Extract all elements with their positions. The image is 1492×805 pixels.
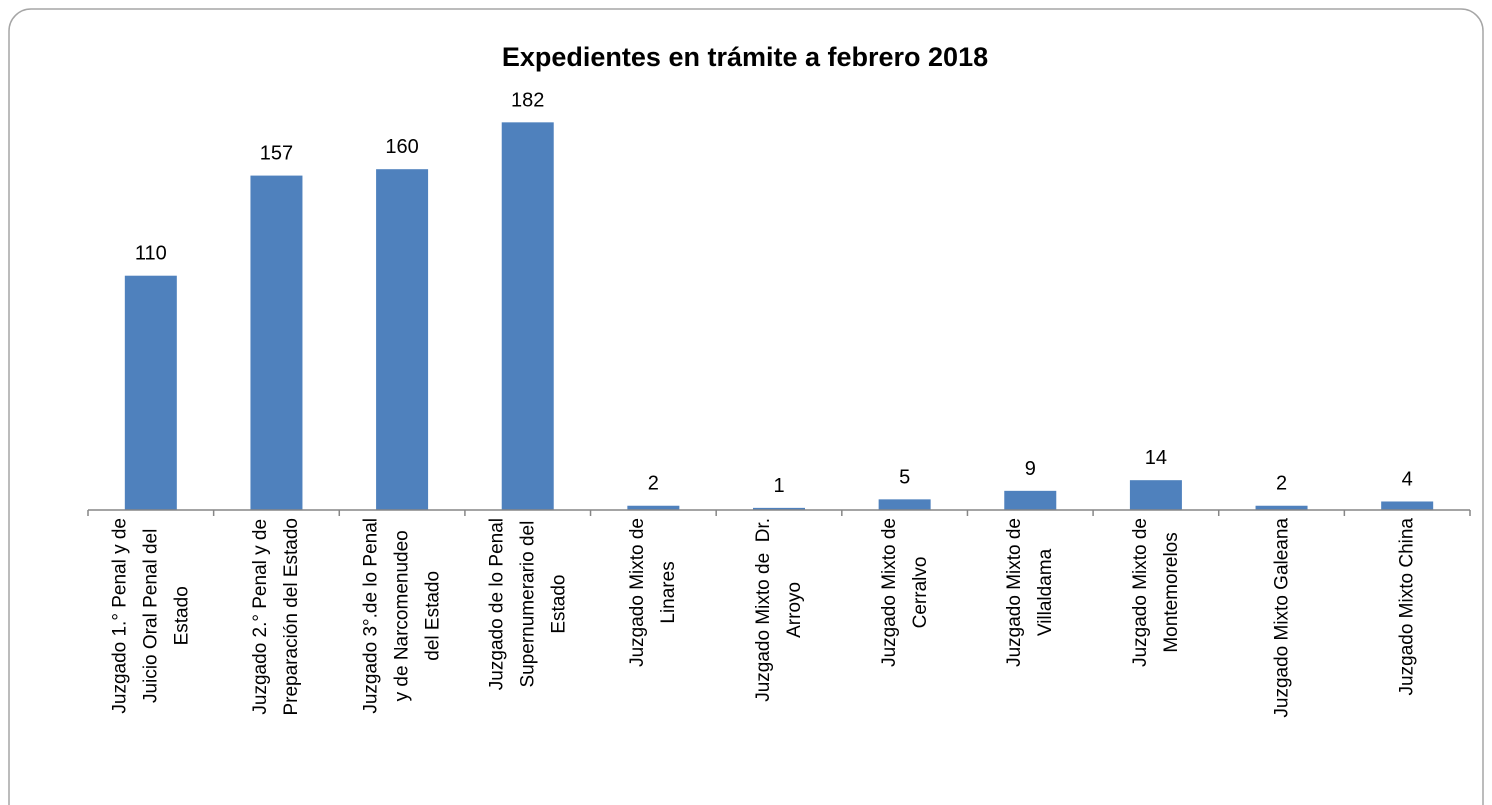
x-tick-label: Juzgado Mixto Galeana [1271,518,1293,718]
bar [753,507,805,510]
data-label: 110 [135,243,167,265]
data-label: 160 [385,136,418,158]
x-tick-label: Juzgado de lo Penal Supernumerario del E… [486,518,570,691]
bar [124,275,177,510]
bar [1255,505,1308,510]
x-tick-label: Juzgado 1.° Penal y de Juicio Oral Penal… [109,518,193,714]
data-label: 4 [1402,468,1413,490]
bar [250,175,303,510]
bar [1129,480,1182,510]
data-label: 2 [1276,473,1287,495]
x-tick-label: Juzgado Mixto de Montemorelos [1129,518,1182,667]
data-label: 5 [899,466,910,488]
data-label: 157 [260,143,293,165]
x-tick-label: Juzgado Mixto de Linares [627,518,680,667]
x-tick-label: Juzgado 2.° Penal y de Preparación del E… [250,518,303,716]
data-label: 2 [648,473,659,495]
x-tick-label: Juzgado Mixto China [1396,518,1418,696]
x-tick-label: Juzgado Mixto de Dr. Arroyo [753,518,805,702]
x-tick-label: Juzgado Mixto de Cerralvo [878,518,931,667]
chart-title: Expedientes en trámite a febrero 2018 [502,42,988,72]
chart-frame [8,8,1484,805]
x-tick-label: Juzgado Mixto de Villaldama [1004,518,1057,667]
x-tick-label: Juzgado 3°.de lo Penal y de Narcomenudeo… [360,518,444,714]
bar [627,505,680,510]
data-label: 9 [1025,458,1036,480]
data-label: 14 [1145,447,1167,469]
bar [1381,501,1434,510]
bar [376,169,429,510]
bar [501,122,554,510]
data-label: 182 [511,89,544,111]
bar [1004,490,1057,510]
bar [878,499,931,510]
data-label: 1 [773,475,784,497]
